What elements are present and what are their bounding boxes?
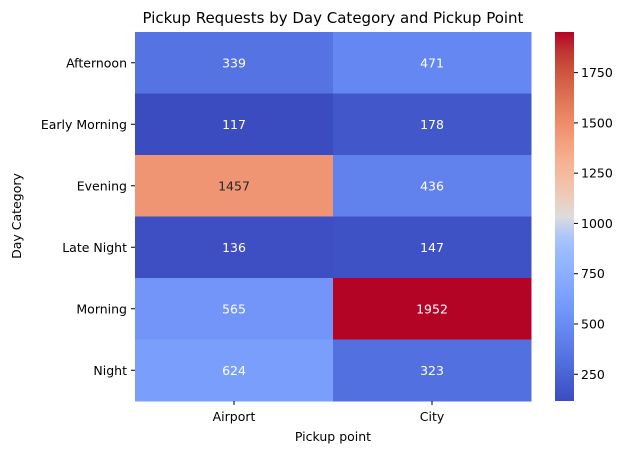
colorbar-tick-label: 1250 <box>581 166 613 181</box>
y-tick-label: Afternoon <box>66 55 127 70</box>
y-tick-label: Morning <box>76 301 127 316</box>
cell-value-label: 339 <box>222 55 246 70</box>
x-tick-label: City <box>420 409 445 424</box>
heatmap-cell <box>135 278 334 340</box>
colorbar-tick-label: 250 <box>581 367 605 382</box>
y-tick-label: Night <box>93 363 127 378</box>
colorbar-ticks: 250 500 750 1000 1250 1500 1750 <box>574 65 613 382</box>
heatmap-cell <box>333 155 532 217</box>
y-axis-ticks: Afternoon Early Morning Evening Late Night M… <box>41 55 135 378</box>
y-tick-label: Early Morning <box>41 117 127 132</box>
cell-value-label: 178 <box>420 117 444 132</box>
heatmap-cell <box>135 155 334 217</box>
colorbar-tick-label: 1750 <box>581 65 613 80</box>
colorbar <box>555 32 574 401</box>
x-axis-label: Pickup point <box>295 429 371 444</box>
heatmap-cell <box>135 216 334 279</box>
colorbar-tick-label: 500 <box>581 316 605 331</box>
heatmap-cell <box>135 32 334 94</box>
cell-value-label: 117 <box>222 117 246 132</box>
colorbar-tick-label: 750 <box>581 266 605 281</box>
cell-value-label: 1952 <box>416 301 448 316</box>
heatmap-cell <box>333 32 532 94</box>
x-tick-label: Airport <box>213 409 256 424</box>
cell-value-labels: 339 471 117 178 1457 436 136 147 565 1952 624 323 <box>218 55 448 378</box>
cell-value-label: 471 <box>420 55 444 70</box>
cell-value-label: 436 <box>420 178 444 193</box>
cell-value-label: 136 <box>222 240 246 255</box>
cell-value-label: 565 <box>222 301 246 316</box>
heatmap-cell <box>135 93 334 156</box>
heatmap-cell <box>333 339 532 402</box>
heatmap-cell <box>333 93 532 156</box>
y-tick-label: Late Night <box>62 240 127 255</box>
cell-value-label: 323 <box>420 363 444 378</box>
heatmap-cell <box>135 339 334 402</box>
heatmap-cell <box>333 278 532 340</box>
cell-value-label: 1457 <box>218 178 250 193</box>
x-axis-ticks: Airport City <box>213 401 445 424</box>
colorbar-tick-label: 1000 <box>581 216 613 231</box>
colorbar-tick-label: 1500 <box>581 115 613 130</box>
y-tick-label: Evening <box>77 178 127 193</box>
y-axis-label: Day Category <box>9 173 24 259</box>
cell-value-label: 147 <box>420 240 444 255</box>
heatmap-cell <box>333 216 532 279</box>
cell-value-label: 624 <box>222 363 246 378</box>
chart-title: Pickup Requests by Day Category and Pick… <box>143 9 524 27</box>
heatmap-cells <box>135 32 532 402</box>
